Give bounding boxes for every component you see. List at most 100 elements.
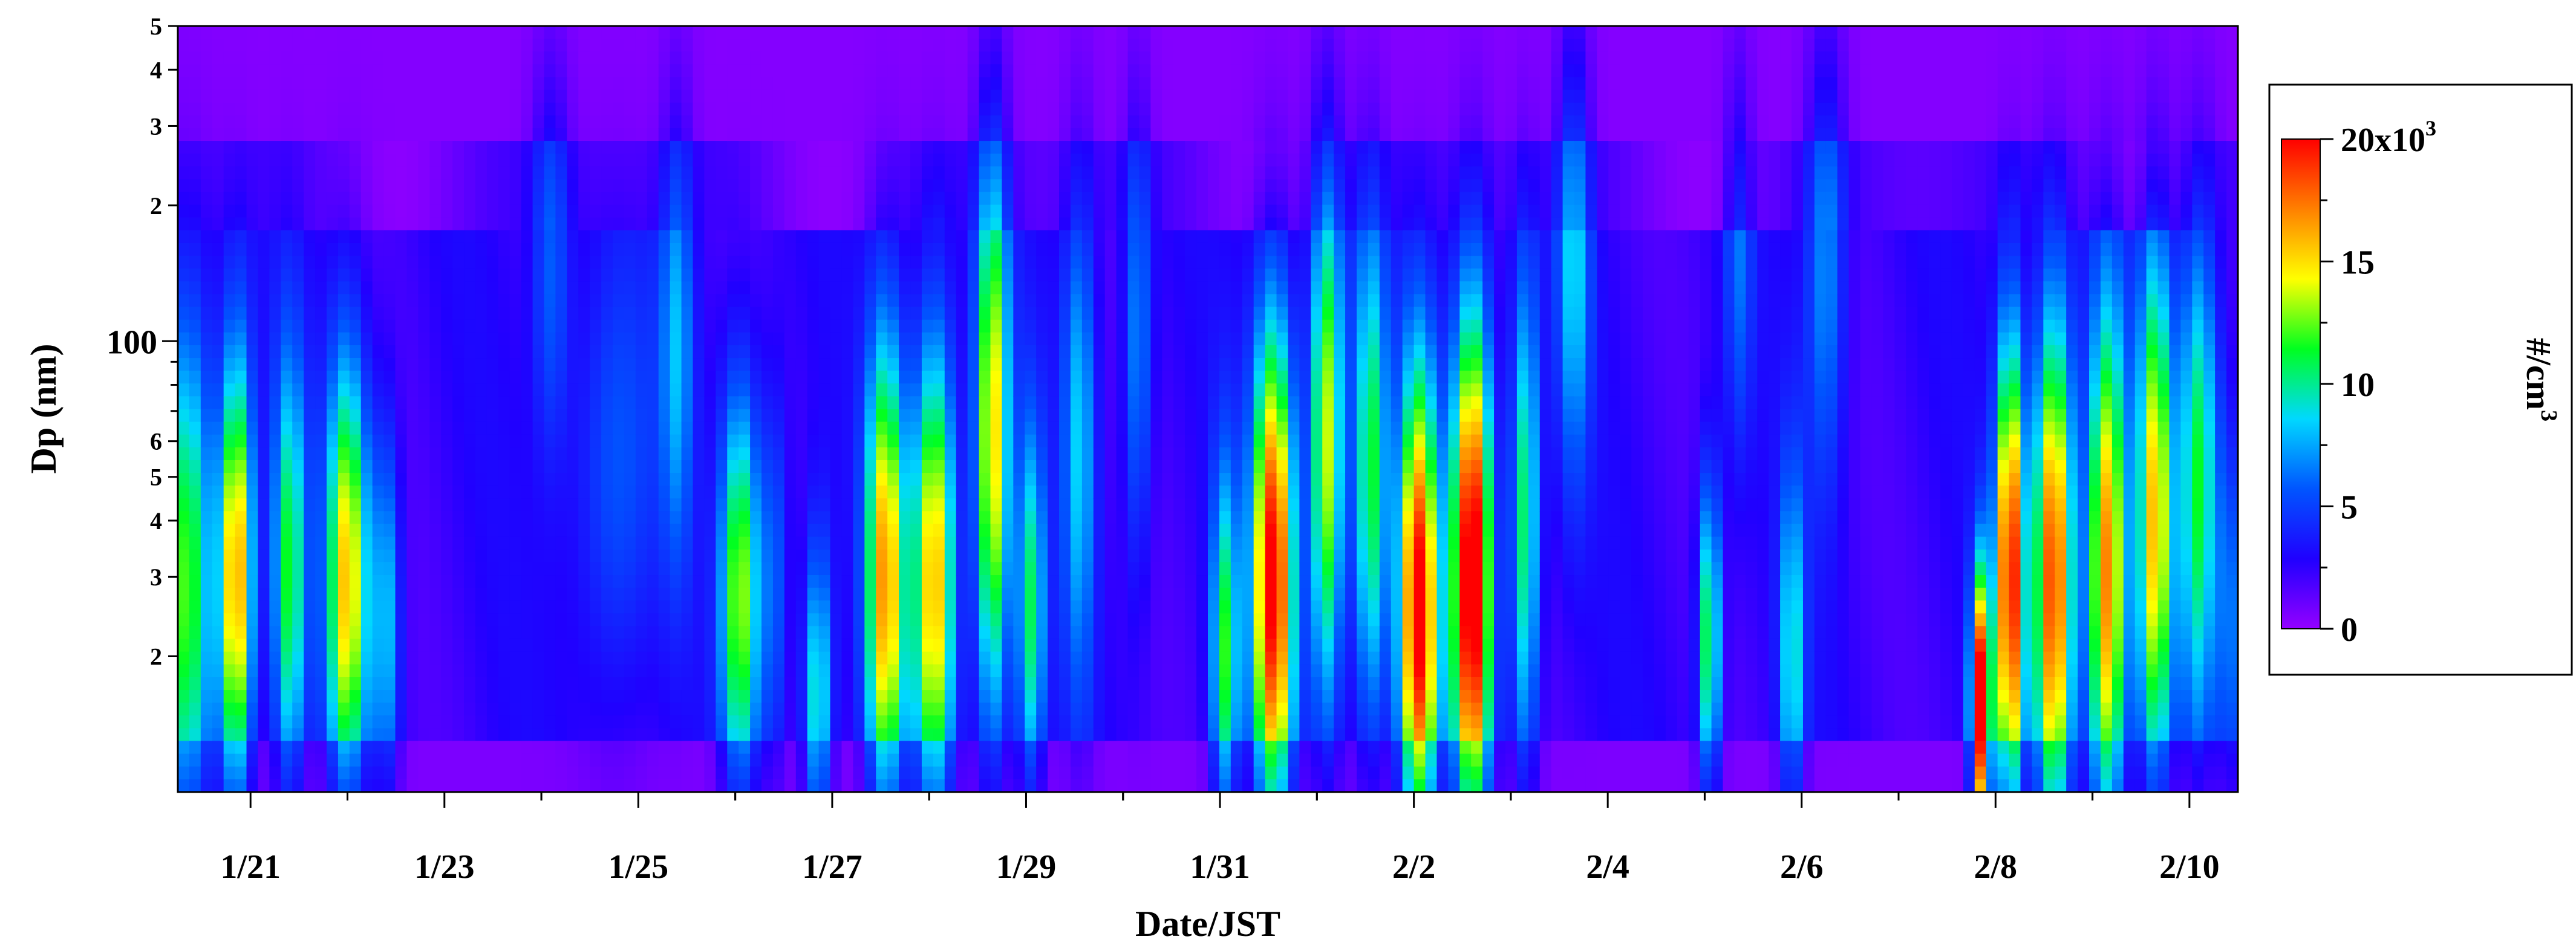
heatmap-cell xyxy=(739,141,751,154)
heatmap-cell xyxy=(590,677,602,690)
heatmap-cell xyxy=(429,600,442,614)
heatmap-cell xyxy=(337,256,350,269)
heatmap-cell xyxy=(967,638,980,652)
heatmap-cell xyxy=(933,166,945,180)
heatmap-cell xyxy=(1048,332,1060,346)
heatmap-cell xyxy=(1070,141,1083,154)
heatmap-cell xyxy=(830,460,843,473)
heatmap-cell xyxy=(315,332,327,346)
heatmap-cell xyxy=(1025,268,1037,282)
heatmap-cell xyxy=(933,281,945,295)
heatmap-cell xyxy=(464,741,476,755)
heatmap-cell xyxy=(727,89,739,103)
heatmap-cell xyxy=(1104,536,1117,550)
heatmap-cell xyxy=(235,26,247,39)
heatmap-cell xyxy=(830,549,843,563)
heatmap-cell xyxy=(578,613,590,627)
heatmap-cell xyxy=(315,102,327,116)
heatmap-cell xyxy=(406,345,419,359)
heatmap-cell xyxy=(223,562,236,576)
heatmap-cell xyxy=(486,396,499,410)
heatmap-cell xyxy=(578,703,590,716)
heatmap-cell xyxy=(967,562,980,576)
heatmap-cell xyxy=(921,715,934,729)
heatmap-cell xyxy=(372,575,385,588)
heatmap-cell xyxy=(841,766,854,780)
heatmap-cell xyxy=(235,766,247,780)
heatmap-cell xyxy=(944,307,957,320)
heatmap-cell xyxy=(990,128,1002,141)
heatmap-cell xyxy=(658,473,671,486)
heatmap-cell xyxy=(532,217,545,231)
heatmap-cell xyxy=(887,166,899,180)
heatmap-cell xyxy=(933,651,945,665)
heatmap-cell xyxy=(1059,626,1071,640)
heatmap-cell xyxy=(441,345,453,359)
heatmap-cell xyxy=(521,217,533,231)
heatmap-cell xyxy=(1081,549,1094,563)
heatmap-cell xyxy=(578,651,590,665)
heatmap-cell xyxy=(395,626,408,640)
heatmap-cell xyxy=(578,409,590,423)
heatmap-cell xyxy=(281,498,293,512)
heatmap-cell xyxy=(921,766,934,780)
heatmap-cell xyxy=(1025,319,1037,333)
heatmap-cell xyxy=(246,575,259,588)
heatmap-cell xyxy=(864,473,876,486)
heatmap-cell xyxy=(795,77,808,91)
heatmap-cell xyxy=(956,524,968,537)
heatmap-cell xyxy=(772,217,785,231)
heatmap-cell xyxy=(337,536,350,550)
heatmap-cell xyxy=(1070,588,1083,601)
heatmap-cell xyxy=(613,626,625,640)
heatmap-cell xyxy=(658,600,671,614)
heatmap-cell xyxy=(716,600,728,614)
heatmap-cell xyxy=(1093,154,1106,167)
heatmap-cell xyxy=(1013,77,1025,91)
heatmap-cell xyxy=(337,39,350,52)
heatmap-cell xyxy=(750,715,762,729)
heatmap-cell xyxy=(727,217,739,231)
heatmap-cell xyxy=(590,690,602,703)
heatmap-cell xyxy=(315,473,327,486)
heatmap-cell xyxy=(750,728,762,742)
heatmap-cell xyxy=(406,89,419,103)
heatmap-cell xyxy=(1081,204,1094,218)
heatmap-cell xyxy=(853,166,865,180)
heatmap-cell xyxy=(1002,128,1014,141)
heatmap-cell xyxy=(292,89,304,103)
heatmap-cell xyxy=(899,64,911,78)
heatmap-cell xyxy=(818,371,831,384)
heatmap-cell xyxy=(178,421,190,435)
heatmap-cell xyxy=(337,217,350,231)
heatmap-cell xyxy=(395,141,408,154)
heatmap-cell xyxy=(1104,677,1117,690)
heatmap-cell xyxy=(635,307,648,320)
heatmap-cell xyxy=(693,638,705,652)
heatmap-cell xyxy=(807,473,820,486)
heatmap-cell xyxy=(1036,371,1048,384)
heatmap-cell xyxy=(1013,128,1025,141)
heatmap-cell xyxy=(452,575,465,588)
heatmap-cell xyxy=(876,154,888,167)
heatmap-cell xyxy=(1070,715,1083,729)
heatmap-cell xyxy=(509,409,522,423)
heatmap-cell xyxy=(1048,600,1060,614)
heatmap-cell xyxy=(269,741,281,755)
heatmap-cell xyxy=(418,766,430,780)
heatmap-cell xyxy=(956,549,968,563)
heatmap-cell xyxy=(178,728,190,742)
heatmap-cell xyxy=(624,447,636,461)
heatmap-cell xyxy=(670,77,682,91)
heatmap-cell xyxy=(441,524,453,537)
heatmap-cell xyxy=(464,498,476,512)
heatmap-cell xyxy=(258,319,270,333)
heatmap-cell xyxy=(1036,242,1048,256)
heatmap-cell xyxy=(624,524,636,537)
heatmap-cell xyxy=(418,332,430,346)
heatmap-cell xyxy=(578,294,590,308)
heatmap-cell xyxy=(189,383,201,397)
heatmap-cell xyxy=(1002,154,1014,167)
heatmap-cell xyxy=(441,511,453,525)
heatmap-cell xyxy=(544,728,556,742)
